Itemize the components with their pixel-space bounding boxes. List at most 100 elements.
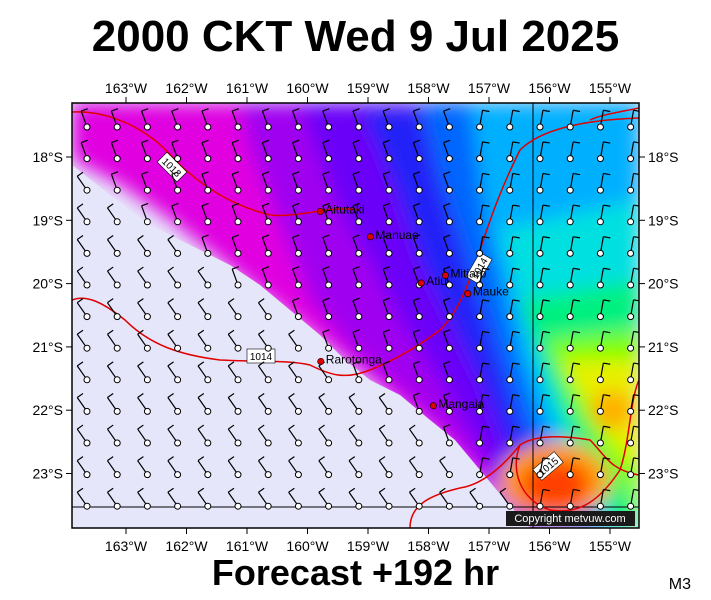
wind-barb	[443, 139, 453, 163]
wind-barb	[288, 329, 302, 352]
wind-barb	[412, 234, 423, 257]
lat-tick-label: 23°S	[32, 466, 63, 482]
latitude-axis-left: 18°S 19°S 20°S 21°S 22°S 23°S	[32, 149, 72, 482]
wind-barb	[227, 392, 242, 415]
wind-barb	[536, 488, 550, 510]
wind-barb	[167, 298, 182, 321]
wind-barb	[596, 330, 611, 352]
wind-barb	[443, 171, 453, 194]
wind-barb	[110, 139, 121, 163]
wind-barb	[443, 329, 453, 352]
wind-barb	[476, 457, 490, 479]
wind-barb	[596, 172, 611, 194]
wind-barb	[382, 297, 393, 321]
wind-barb	[322, 139, 333, 163]
wind-barb	[292, 139, 302, 163]
wind-barb	[596, 204, 611, 226]
wind-barb	[476, 204, 490, 226]
wind-barb	[257, 329, 272, 352]
wind-barb	[382, 171, 393, 194]
wind-barb	[476, 425, 490, 447]
lon-tick-label: 163°W	[105, 80, 148, 96]
wind-barb	[292, 202, 302, 226]
wind-barb	[76, 487, 91, 510]
wind-barb	[76, 456, 91, 479]
lat-tick-label: 22°S	[648, 402, 679, 418]
wind-barb	[536, 299, 550, 321]
wind-barb	[627, 267, 639, 289]
wind-barb	[106, 424, 121, 447]
wind-barb	[227, 329, 242, 352]
wind-barb	[227, 424, 242, 447]
wind-barb	[382, 360, 393, 384]
model-code: M3	[668, 576, 691, 593]
wind-barb	[257, 361, 272, 384]
wind-barb	[141, 139, 151, 163]
wind-barb	[627, 236, 639, 257]
wind-barb	[197, 392, 212, 415]
wind-barb	[348, 456, 363, 479]
wind-barb	[352, 297, 363, 321]
wind-barb	[227, 487, 242, 510]
lon-tick-label: 161°W	[226, 80, 269, 96]
place-label: Manuae	[375, 228, 419, 242]
wind-barb	[443, 360, 453, 384]
wind-barb	[197, 456, 212, 479]
wind-barb	[443, 202, 453, 226]
wind-barb	[536, 362, 550, 384]
wind-barb	[506, 204, 520, 226]
wind-barb	[352, 234, 363, 257]
wind-barb	[197, 266, 212, 289]
wind-barb	[412, 139, 423, 163]
wind-barb	[412, 202, 423, 226]
wind-barb	[382, 329, 393, 352]
place-aitutaki: Aitutaki	[316, 202, 365, 216]
wind-barb	[408, 487, 423, 510]
isobars	[72, 107, 639, 528]
wind-barb	[352, 329, 363, 352]
wind-barb	[76, 361, 91, 384]
lat-tick-label: 23°S	[648, 466, 679, 482]
place-label: Aitutaki	[325, 202, 364, 216]
wind-barb	[288, 392, 302, 415]
wind-barb	[566, 236, 581, 257]
wind-barb	[627, 488, 639, 510]
wind-barb	[382, 266, 393, 289]
wind-barb	[292, 108, 302, 131]
wind-barb	[197, 361, 212, 384]
wind-barb	[412, 108, 423, 131]
place-dot	[464, 290, 472, 298]
wind-barb	[476, 362, 490, 384]
wind-barb	[566, 488, 581, 510]
wind-barb	[106, 392, 121, 415]
wind-barb	[227, 361, 242, 384]
wind-barb	[476, 236, 490, 257]
wind-barb	[318, 424, 333, 447]
lon-tick-label: 156°W	[528, 80, 571, 96]
wind-barb	[106, 266, 121, 289]
wind-barb	[76, 171, 91, 194]
wind-barb	[171, 139, 182, 163]
place-dot	[316, 207, 324, 215]
lon-tick-label: 157°W	[468, 538, 511, 554]
wind-barb	[476, 141, 490, 163]
wind-barb	[261, 234, 272, 257]
wind-barb	[141, 171, 151, 194]
wind-barb	[443, 392, 453, 415]
wind-barb	[106, 203, 121, 226]
wind-barb	[412, 171, 423, 194]
wind-barb	[627, 172, 639, 194]
wind-barb	[288, 487, 302, 510]
wind-barb	[627, 362, 639, 384]
place-label: Atiu	[426, 274, 447, 288]
wind-barb	[627, 330, 639, 352]
wind-barb	[201, 108, 212, 131]
wind-barb	[137, 456, 151, 479]
wind-barb	[106, 456, 121, 479]
lon-tick-label: 155°W	[589, 80, 632, 96]
wind-barb	[627, 299, 639, 321]
wind-barb	[171, 202, 182, 226]
wind-barbs	[76, 108, 639, 510]
wind-barb	[292, 234, 302, 257]
lon-tick-label: 156°W	[528, 538, 571, 554]
